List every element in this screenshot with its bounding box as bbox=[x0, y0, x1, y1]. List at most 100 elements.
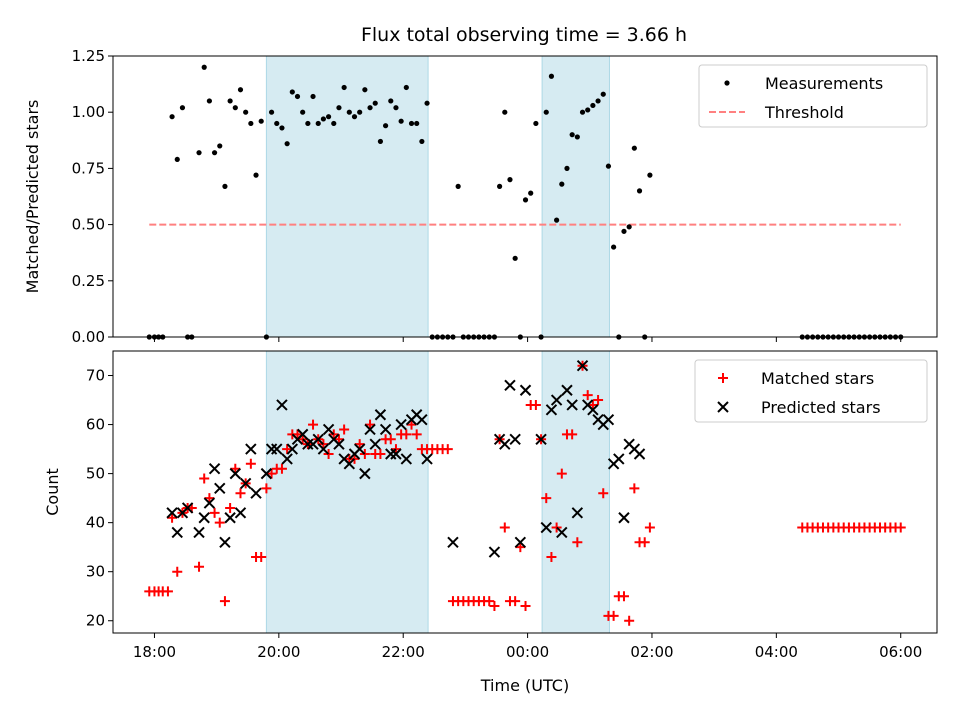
data-point bbox=[353, 443, 366, 455]
data-point bbox=[209, 507, 220, 518]
data-point bbox=[268, 109, 275, 115]
data-point bbox=[245, 443, 257, 455]
observing-intervals bbox=[265, 55, 610, 338]
data-point bbox=[300, 109, 306, 115]
data-point bbox=[336, 105, 342, 111]
data-point bbox=[499, 522, 510, 533]
data-point bbox=[633, 448, 646, 460]
data-point bbox=[279, 125, 285, 131]
data-point bbox=[286, 443, 299, 455]
data-point bbox=[510, 596, 521, 607]
data-point bbox=[245, 458, 256, 469]
data-point bbox=[400, 453, 413, 465]
plot-frame bbox=[112, 350, 938, 634]
data-point bbox=[341, 84, 347, 91]
data-point bbox=[382, 123, 389, 129]
data-point bbox=[403, 84, 409, 91]
data-point bbox=[639, 537, 650, 548]
data-point bbox=[181, 502, 194, 514]
data-point bbox=[484, 596, 495, 607]
data-point bbox=[282, 444, 293, 455]
data-point bbox=[530, 399, 541, 410]
data-point bbox=[315, 120, 321, 127]
series-predicted-stars bbox=[166, 360, 646, 558]
data-point bbox=[611, 244, 617, 250]
legend-label: Measurements bbox=[765, 74, 883, 93]
data-point bbox=[333, 438, 345, 450]
data-point bbox=[196, 150, 202, 156]
count-panel: 20 30 40 50 60 70 18:00 20:00 22:00 00:00 02:00 04… bbox=[43, 350, 938, 695]
y-tick-label: 40 bbox=[86, 514, 105, 532]
data-point bbox=[576, 360, 589, 372]
legend: Measurements Threshold bbox=[698, 64, 928, 128]
data-point bbox=[564, 165, 570, 171]
y-tick-label: 20 bbox=[86, 612, 105, 630]
data-point bbox=[488, 546, 501, 558]
data-point bbox=[281, 453, 293, 465]
data-point bbox=[357, 109, 363, 115]
data-point bbox=[626, 224, 632, 230]
y-tick-label: 50 bbox=[86, 465, 105, 483]
data-point bbox=[239, 477, 252, 490]
data-point bbox=[424, 100, 430, 106]
data-point bbox=[421, 453, 433, 465]
data-point bbox=[375, 448, 386, 459]
data-point bbox=[401, 429, 412, 440]
data-point bbox=[541, 493, 552, 504]
data-point bbox=[572, 537, 583, 548]
data-point bbox=[595, 98, 601, 104]
y-tick-label: 1.25 bbox=[72, 47, 105, 65]
data-point bbox=[385, 434, 396, 445]
data-point bbox=[390, 444, 401, 455]
legend-box bbox=[698, 64, 928, 128]
data-point bbox=[598, 488, 609, 499]
data-point bbox=[308, 419, 319, 430]
data-point bbox=[515, 542, 526, 553]
data-point bbox=[618, 512, 630, 524]
y-tick-label: 0.00 bbox=[72, 328, 105, 346]
data-point bbox=[566, 399, 578, 411]
data-point bbox=[507, 177, 513, 183]
data-point bbox=[587, 399, 598, 410]
y-tick-label: 1.00 bbox=[72, 103, 105, 121]
data-point bbox=[533, 120, 539, 127]
data-point bbox=[600, 91, 606, 97]
data-point bbox=[318, 439, 329, 450]
data-point bbox=[219, 536, 231, 548]
data-point bbox=[289, 89, 295, 95]
data-point bbox=[388, 98, 394, 104]
legend-swatch bbox=[718, 373, 728, 383]
data-point bbox=[567, 429, 578, 440]
data-point bbox=[253, 172, 259, 178]
data-point bbox=[248, 120, 254, 127]
data-point bbox=[593, 395, 604, 406]
data-point bbox=[198, 512, 210, 524]
data-point bbox=[504, 379, 516, 392]
legend: Matched stars Predicted stars bbox=[694, 359, 928, 423]
data-point bbox=[528, 190, 534, 196]
data-point bbox=[372, 100, 378, 106]
x-tick-label: 00:00 bbox=[506, 643, 549, 661]
data-point bbox=[317, 443, 330, 455]
data-point bbox=[621, 228, 627, 234]
data-point bbox=[179, 105, 186, 111]
data-point bbox=[250, 487, 262, 499]
data-point bbox=[219, 596, 230, 607]
data-point bbox=[374, 409, 387, 421]
data-point bbox=[276, 463, 287, 474]
data-point bbox=[499, 438, 511, 450]
legend-label: Predicted stars bbox=[761, 398, 881, 417]
data-point bbox=[346, 109, 352, 115]
data-point bbox=[320, 116, 327, 122]
series-matched-stars bbox=[144, 360, 906, 626]
data-point bbox=[333, 434, 344, 445]
data-point bbox=[203, 497, 216, 509]
data-point bbox=[377, 138, 384, 145]
observing-interval bbox=[541, 55, 610, 338]
data-point bbox=[522, 197, 529, 203]
data-point bbox=[261, 483, 272, 494]
data-point bbox=[369, 438, 381, 450]
data-point bbox=[548, 73, 555, 79]
data-point bbox=[367, 105, 373, 111]
data-point bbox=[172, 566, 183, 577]
